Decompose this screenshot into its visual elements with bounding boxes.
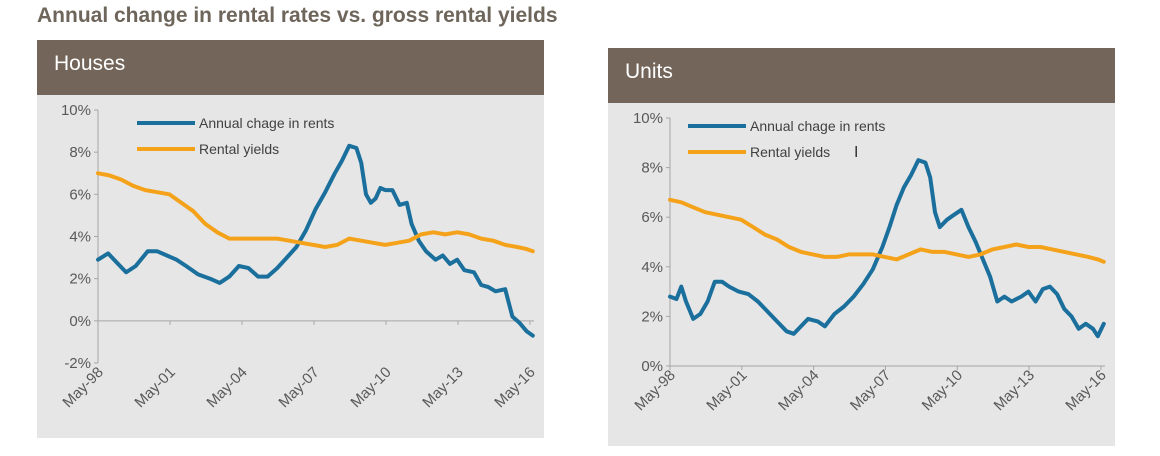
x-tick-label: May-10	[919, 367, 966, 414]
units-chart-plot: 0%2%4%6%8%10%May-98 May-01 May-04 May-07 May…	[631, 110, 1109, 414]
y-tick-label: 4%	[641, 259, 663, 276]
yields-series-line	[96, 171, 535, 254]
units-chart-panel: Units 0% 2% 4% 6% 8% 10% May-98 May-01 May-04 May…	[608, 48, 1115, 446]
y-tick-label: 10%	[61, 102, 91, 119]
houses-chart-plot: -2%0%2%4%6%8%10%May-98 May-01 May-04 May-07…	[59, 102, 538, 411]
legend-label: Annual chage in rents	[199, 115, 334, 131]
x-tick-label: May-04	[775, 367, 822, 414]
x-tick-label: May-13	[991, 367, 1038, 414]
x-tick-label: May-01	[131, 364, 178, 411]
x-tick-label: May-01	[703, 367, 750, 414]
x-tick-label: May-13	[419, 364, 466, 411]
y-tick-label: 10%	[633, 110, 663, 127]
y-tick-label: 6%	[69, 186, 91, 203]
x-tick-label: May-16	[491, 364, 538, 411]
x-tick-label: May-16	[1062, 367, 1109, 414]
y-tick-label: 0%	[641, 358, 663, 375]
y-tick-label: 2%	[69, 271, 91, 288]
x-tick-label: May-07	[847, 367, 894, 414]
x-tick-label: May-04	[203, 364, 250, 411]
y-tick-label: 0%	[69, 313, 91, 330]
units-chart-title: Units	[625, 60, 673, 83]
y-tick-label: 8%	[69, 144, 91, 161]
houses-chart-panel: Houses -2% 0% 2% 4% 6% 8% 10% May-98 May-01 May-0…	[37, 40, 544, 438]
legend-label: Rental yields	[750, 144, 830, 160]
yields-series-line	[668, 197, 1106, 264]
legend-label: Annual chage in rents	[750, 118, 885, 134]
rents-series-line	[96, 143, 535, 338]
units-chart-header: Units	[608, 48, 1115, 103]
houses-chart-header: Houses	[37, 40, 544, 95]
y-tick-label: 4%	[69, 229, 91, 246]
x-tick-label: May-10	[347, 364, 394, 411]
y-tick-label: -2%	[64, 355, 91, 372]
houses-chart-title: Houses	[54, 52, 126, 75]
x-tick-label: May-07	[275, 364, 322, 411]
legend-label: Rental yields	[199, 141, 279, 157]
y-tick-label: 8%	[641, 160, 663, 177]
y-tick-label: 2%	[641, 308, 663, 325]
y-tick-label: 6%	[641, 209, 663, 226]
page-title: Annual change in rental rates vs. gross …	[37, 4, 558, 27]
rents-series-line	[668, 158, 1106, 339]
text-cursor-icon: I	[854, 143, 859, 161]
